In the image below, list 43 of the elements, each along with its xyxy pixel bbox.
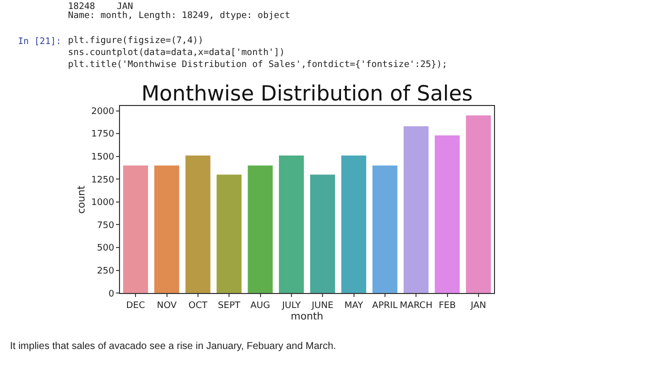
x-tick-label: JUNE — [310, 300, 334, 311]
bar — [123, 165, 148, 294]
x-tick-label: OCT — [188, 300, 208, 311]
bar — [434, 135, 460, 294]
bar — [310, 174, 336, 294]
x-tick-label: NOV — [156, 300, 178, 311]
y-tick-label: 1000 — [91, 198, 114, 208]
x-tick-label: SEPT — [218, 300, 241, 311]
y-tick-label: 1500 — [91, 152, 114, 163]
y-axis-title: count — [76, 185, 88, 214]
x-axis-title: month — [290, 311, 324, 322]
bar — [216, 174, 242, 294]
bar — [372, 165, 398, 294]
x-tick-label: JULY — [281, 300, 302, 311]
bar — [404, 126, 429, 294]
y-tick-label: 250 — [97, 266, 114, 276]
text: sns.countplot(data=data,x=data['month']) — [68, 48, 285, 58]
text: In [21]: — [18, 37, 62, 47]
bar — [185, 155, 210, 294]
bar — [154, 165, 180, 294]
y-tick-label: 750 — [97, 220, 114, 231]
text: Name: month, Length: 18249, dtype: object — [68, 11, 290, 21]
text: plt.figure(figsize=(7,4)) — [68, 36, 204, 46]
bar — [278, 155, 304, 294]
y-tick-label: 1250 — [91, 175, 114, 186]
text: It implies that sales of avacado see a rise in January, Febuary and March. — [10, 341, 336, 352]
bar — [341, 155, 366, 294]
bar — [248, 165, 273, 294]
x-tick-label: MARCH — [400, 300, 432, 311]
x-tick-label: DEC — [126, 300, 146, 311]
x-tick-label: APRIL — [372, 300, 398, 311]
x-tick-label: AUG — [250, 300, 270, 311]
y-tick-label: 2000 — [91, 106, 114, 117]
y-tick-label: 1750 — [91, 130, 114, 140]
y-tick-label: 0 — [108, 289, 114, 300]
bar — [466, 115, 491, 294]
text: 18248 JAN — [68, 2, 134, 12]
x-tick-label: MAY — [344, 300, 364, 311]
x-tick-label: JAN — [470, 300, 486, 311]
x-tick-label: FEB — [438, 300, 456, 311]
text: plt.title('Monthwise Distribution of Sales',fontdict={'fontsize':25}); — [68, 60, 448, 70]
chart-title: Monthwise Distribution of Sales — [141, 81, 473, 106]
y-tick-label: 500 — [97, 244, 114, 254]
